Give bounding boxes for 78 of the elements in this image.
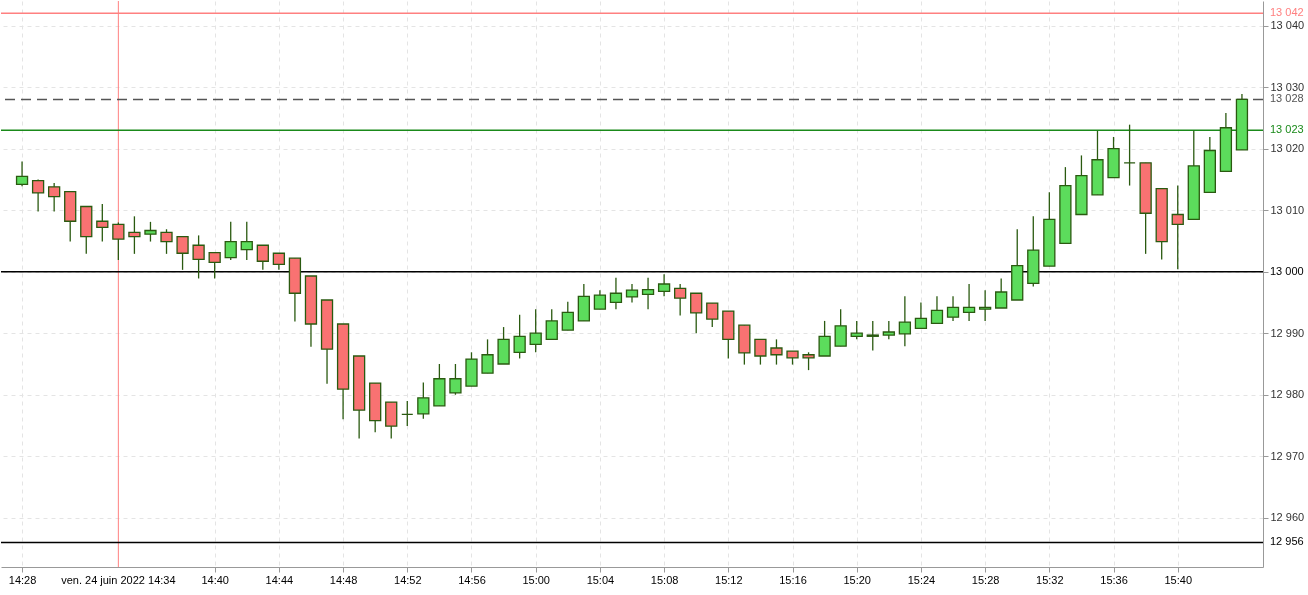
candlestick: [706, 302, 719, 328]
ref-line-label: 12 956: [1270, 535, 1304, 548]
candlestick: [962, 283, 976, 322]
y-tick-label: 13 030: [1270, 80, 1305, 93]
candlestick: [144, 221, 157, 243]
candlestick: [770, 338, 783, 366]
candlestick: [529, 308, 542, 353]
candlestick: [561, 301, 574, 331]
candlestick: [898, 295, 912, 347]
candlestick: [417, 381, 430, 420]
x-tick-label: 15:28: [971, 573, 1000, 586]
candlestick: [48, 182, 61, 213]
candlestick: [160, 228, 173, 255]
candlestick: [15, 160, 29, 187]
x-tick-label: 15:36: [1100, 573, 1128, 586]
ref-line-label: ven. 24 juin 2022 14:34: [61, 574, 176, 586]
candlestick: [545, 308, 558, 341]
y-tick-label: 13 040: [1270, 19, 1305, 32]
candlestick: [995, 277, 1008, 309]
ref-line-label: 13 023: [1270, 123, 1304, 136]
candlestick: [112, 221, 125, 261]
candlestick: [481, 338, 494, 374]
candlestick: [385, 401, 398, 440]
candlestick: [818, 320, 831, 357]
candlestick: [240, 221, 253, 261]
x-tick-label: 15:32: [1036, 573, 1064, 586]
candlestick: [31, 178, 45, 213]
x-tick-label: 14:44: [265, 573, 294, 586]
candlestick: [609, 277, 623, 310]
candlestick: [128, 215, 141, 255]
candlestick: [625, 283, 639, 304]
ref-line-label: 13 042: [1270, 6, 1304, 19]
x-tick-label: 14:28: [8, 573, 37, 586]
candlestick: [690, 292, 703, 334]
candlestick: [882, 320, 895, 341]
candlestick: [224, 221, 237, 261]
candlestick: [593, 289, 607, 310]
candlestick: [946, 295, 960, 322]
candlestick: [834, 308, 847, 347]
y-tick-label: 12 980: [1270, 388, 1305, 401]
x-tick-label: 14:56: [458, 573, 486, 586]
x-tick-label: 15:04: [586, 573, 615, 586]
candlestick: [1171, 184, 1184, 270]
x-tick-label: 15:12: [715, 573, 743, 586]
ref-line-label: 13 028: [1270, 92, 1304, 105]
candlestick: [96, 203, 109, 243]
candlestick: [930, 295, 944, 325]
candlestick: [914, 301, 928, 329]
x-tick-label: 14:48: [329, 573, 358, 586]
candlestick: [850, 320, 863, 341]
ref-line-label: 13 000: [1270, 264, 1304, 277]
candlestick: [208, 251, 221, 280]
candlestick: [513, 314, 526, 360]
y-tick-label: 13 020: [1270, 142, 1305, 155]
y-tick-label: 12 990: [1270, 326, 1305, 339]
x-tick-label: 15:08: [650, 573, 679, 586]
candlestick: [449, 363, 462, 396]
x-tick-label: 15:24: [907, 573, 936, 586]
x-tick-label: 15:40: [1164, 573, 1193, 586]
candlestick: [754, 338, 767, 366]
candlestick: [401, 400, 414, 427]
x-tick-label: 14:40: [201, 573, 229, 586]
candlestick: [657, 273, 671, 297]
candlestick: [866, 320, 879, 352]
y-tick-label: 12 960: [1270, 511, 1305, 524]
candlestick: [1123, 124, 1136, 187]
candlestick: [641, 277, 655, 310]
x-tick-label: 15:16: [779, 573, 807, 586]
candlestick: [674, 283, 687, 317]
candlestick: [176, 235, 189, 271]
candlestick: [978, 289, 992, 322]
x-tick-label: 14:52: [394, 573, 422, 586]
y-tick-label: 12 970: [1270, 449, 1305, 462]
candlestick: [192, 234, 205, 280]
x-tick-label: 15:20: [843, 573, 871, 586]
x-tick-label: 15:00: [522, 573, 550, 586]
candlestick: [256, 244, 269, 271]
y-tick-label: 13 010: [1270, 203, 1305, 216]
